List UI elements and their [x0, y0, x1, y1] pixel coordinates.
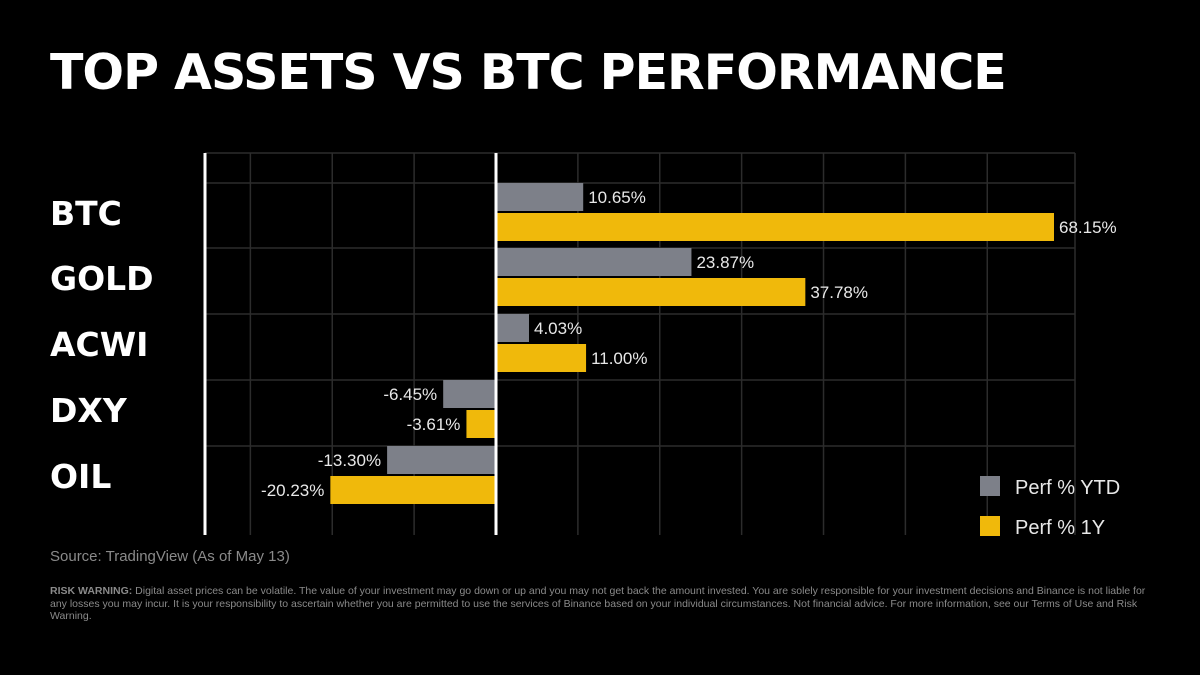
value-label-gold-ytd: 23.87% [696, 253, 754, 272]
risk-warning-text: Digital asset prices can be volatile. Th… [50, 585, 1146, 622]
value-label-dxy-ytd: -6.45% [383, 385, 437, 404]
bar-gold-ytd [496, 248, 692, 276]
bar-oil-ytd [387, 446, 496, 474]
legend-swatch-ytd [980, 476, 1000, 496]
value-label-btc-ytd: 10.65% [588, 188, 646, 207]
bar-dxy-1y [466, 410, 496, 438]
category-labels: BTC GOLD ACWI DXY OIL [50, 194, 154, 496]
value-label-acwi-ytd: 4.03% [534, 319, 582, 338]
bar-dxy-ytd [443, 380, 496, 408]
value-label-gold-1y: 37.78% [810, 283, 868, 302]
value-labels: 10.65% 68.15% 23.87% 37.78% 4.03% 11.00% -6.45… [261, 188, 1117, 500]
category-label-dxy: DXY [50, 391, 128, 430]
axes [203, 153, 498, 535]
value-label-dxy-1y: -3.61% [407, 415, 461, 434]
legend: Perf % YTD Perf % 1Y [980, 476, 1120, 539]
value-label-acwi-1y: 11.00% [591, 349, 647, 368]
value-label-oil-1y: -20.23% [261, 481, 324, 500]
bar-btc-ytd [496, 183, 584, 211]
category-label-btc: BTC [50, 194, 122, 233]
category-label-oil: OIL [50, 457, 111, 496]
legend-label-1y: Perf % 1Y [1015, 517, 1105, 539]
bar-gold-1y [496, 278, 806, 306]
bar-acwi-ytd [496, 314, 529, 342]
risk-warning-heading: RISK WARNING: [50, 585, 133, 597]
legend-label-ytd: Perf % YTD [1015, 477, 1120, 499]
category-label-acwi: ACWI [50, 325, 148, 364]
value-label-oil-ytd: -13.30% [318, 451, 381, 470]
chart-title: TOP ASSETS VS BTC PERFORMANCE [50, 44, 1007, 101]
bars [330, 183, 1054, 504]
source-note: Source: TradingView (As of May 13) [50, 548, 290, 565]
bar-oil-1y [330, 476, 496, 504]
bar-btc-1y [496, 213, 1054, 241]
risk-warning: RISK WARNING: Digital asset prices can b… [50, 585, 1150, 623]
legend-swatch-1y [980, 516, 1000, 536]
bar-chart: BTC GOLD ACWI DXY OIL 10.65% 68.15% 23.87% 37.7… [50, 152, 1120, 539]
category-label-gold: GOLD [50, 259, 154, 298]
value-label-btc-1y: 68.15% [1059, 218, 1117, 237]
bar-acwi-1y [496, 344, 587, 372]
